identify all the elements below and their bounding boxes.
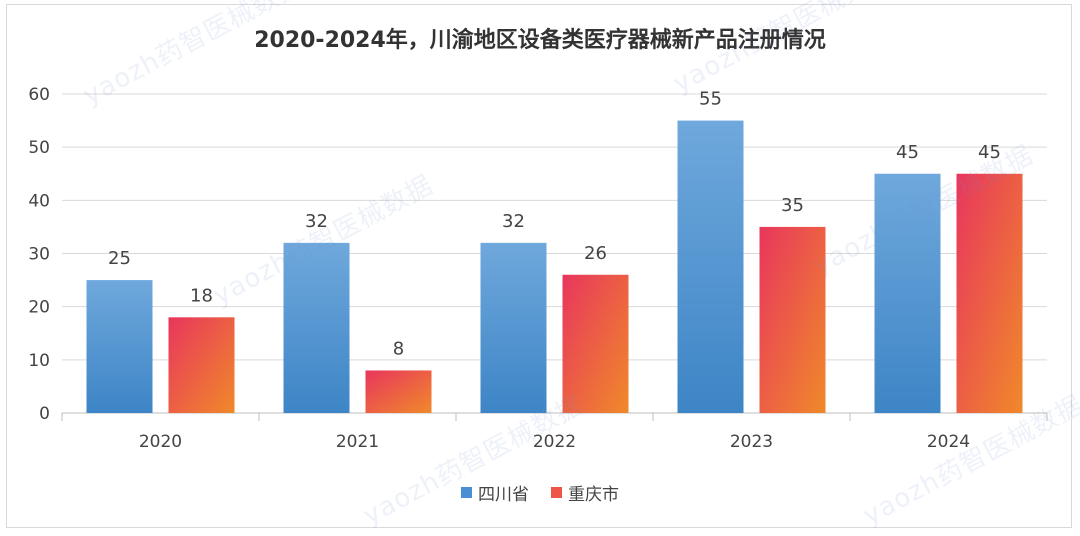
data-label: 55 bbox=[699, 89, 722, 110]
bar-chongqing-2023 bbox=[759, 226, 826, 413]
y-tick-label: 30 bbox=[28, 245, 50, 265]
legend-item-sichuan: 四川省 bbox=[461, 480, 529, 505]
data-label: 45 bbox=[978, 142, 1001, 163]
bar-chongqing-2021 bbox=[365, 370, 432, 413]
chart-title: 2020-2024年，川渝地区设备类医疗器械新产品注册情况 bbox=[254, 28, 826, 53]
bar-sichuan-2024 bbox=[874, 173, 941, 413]
x-tick-label: 2024 bbox=[927, 432, 970, 452]
legend-swatch-sichuan bbox=[461, 487, 472, 498]
x-tick-label: 2022 bbox=[533, 432, 576, 452]
y-tick-label: 0 bbox=[39, 404, 50, 424]
data-label: 32 bbox=[305, 211, 328, 232]
bar-chongqing-2022 bbox=[562, 274, 629, 413]
y-tick-label: 10 bbox=[28, 351, 50, 371]
y-tick-label: 40 bbox=[28, 191, 50, 211]
data-label: 32 bbox=[502, 211, 525, 232]
data-label: 18 bbox=[190, 285, 213, 306]
legend-swatch-chongqing bbox=[551, 487, 562, 498]
y-tick-label: 50 bbox=[28, 138, 50, 158]
y-tick-label: 60 bbox=[28, 85, 50, 105]
data-label: 8 bbox=[393, 338, 404, 359]
y-tick-label: 20 bbox=[28, 298, 50, 318]
bar-sichuan-2021 bbox=[283, 242, 350, 413]
bar-sichuan-2022 bbox=[480, 242, 547, 413]
data-label: 26 bbox=[584, 243, 607, 264]
legend-item-chongqing: 重庆市 bbox=[551, 480, 619, 505]
data-label: 45 bbox=[896, 142, 919, 163]
data-label: 25 bbox=[108, 248, 131, 269]
bar-sichuan-2023 bbox=[677, 120, 744, 413]
x-tick-label: 2023 bbox=[730, 432, 773, 452]
bar-chongqing-2020 bbox=[168, 317, 235, 413]
data-label: 35 bbox=[781, 195, 804, 216]
legend-label-sichuan: 四川省 bbox=[478, 485, 529, 505]
bar-sichuan-2020 bbox=[86, 280, 153, 413]
x-tick-label: 2021 bbox=[336, 432, 379, 452]
legend-label-chongqing: 重庆市 bbox=[568, 485, 619, 505]
x-tick-label: 2020 bbox=[139, 432, 182, 452]
bar-chongqing-2024 bbox=[956, 173, 1023, 413]
chart-legend: 四川省 重庆市 bbox=[0, 480, 1080, 505]
